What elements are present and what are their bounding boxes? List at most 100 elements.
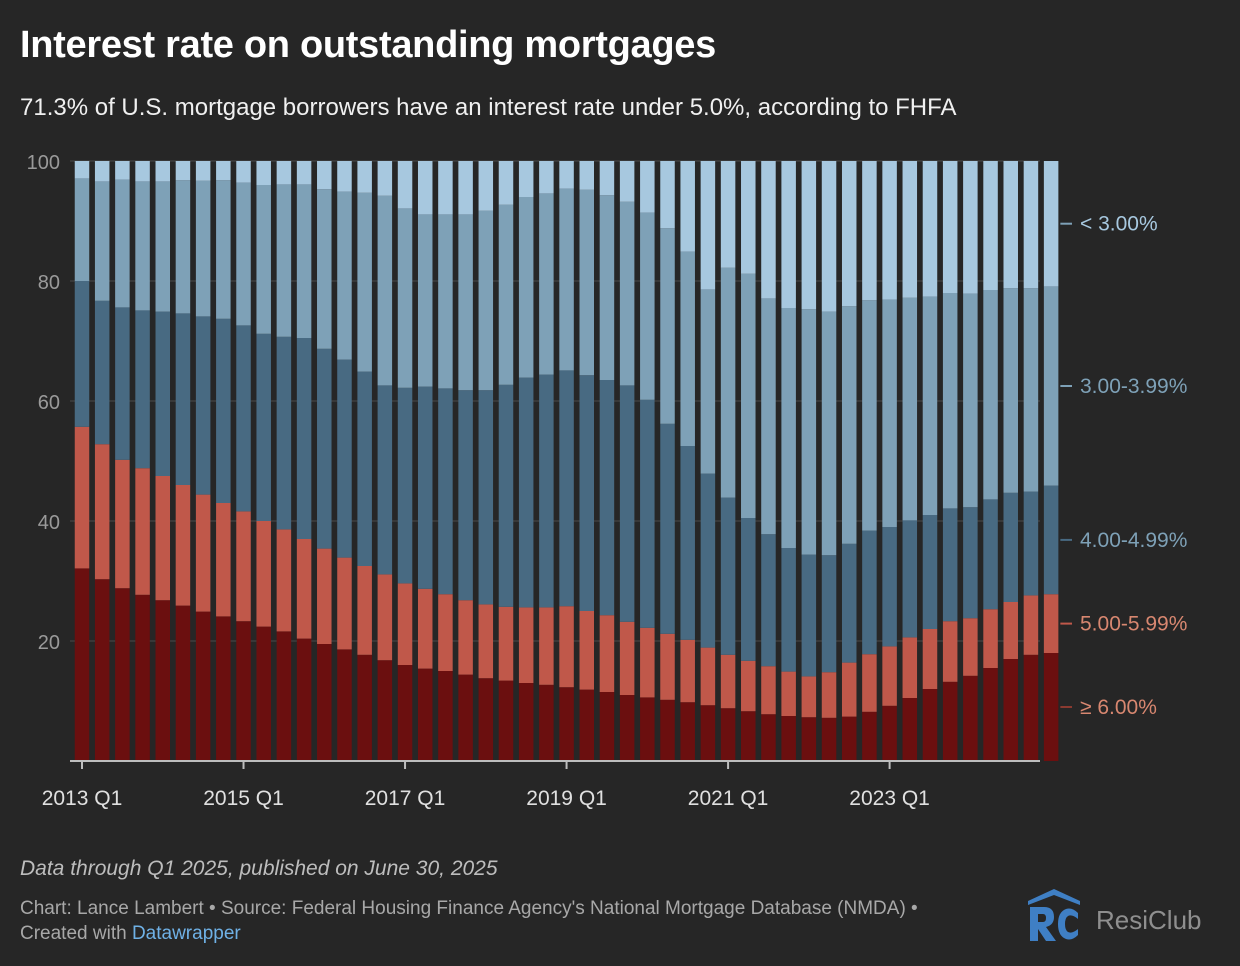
series-4: [74, 161, 1059, 312]
bar-segment: [296, 184, 312, 338]
bar-segment: [700, 161, 716, 290]
bar-segment: [619, 201, 635, 386]
bar-segment: [1003, 492, 1018, 602]
bar-segment: [801, 161, 817, 310]
bar-segment: [619, 385, 635, 622]
bar-segment: [357, 371, 372, 566]
bar-segment: [317, 189, 332, 349]
bar-segment: [74, 281, 90, 427]
bar-segment: [175, 605, 191, 761]
bar-segment: [276, 161, 292, 185]
bar-segment: [115, 588, 130, 761]
bar-segment: [539, 161, 554, 194]
bar-segment: [781, 716, 796, 761]
bar-segment: [761, 666, 776, 715]
bar-segment: [175, 180, 191, 314]
bar-segment: [660, 161, 675, 229]
bar-segment: [1043, 286, 1059, 486]
bar-segment: [963, 293, 978, 508]
legend-label: 3.00-3.99%: [1080, 375, 1187, 398]
bar-segment: [862, 711, 877, 761]
bar-segment: [115, 307, 130, 460]
bar-segment: [882, 527, 897, 647]
bar-segment: [1023, 288, 1039, 492]
bar-segment: [175, 161, 191, 181]
bar-segment: [619, 621, 635, 695]
bar-segment: [761, 161, 776, 299]
resiclub-logo-icon: [1028, 889, 1080, 941]
bar-segment: [559, 606, 574, 688]
bar-segment: [963, 161, 978, 294]
bar-segment: [579, 375, 594, 611]
bar-segment: [983, 499, 998, 610]
bar-segment: [720, 267, 736, 498]
bar-segment: [216, 180, 231, 319]
bar-segment: [256, 521, 271, 627]
bar-segment: [1043, 485, 1059, 595]
bar-segment: [478, 678, 494, 761]
bar-segment: [902, 520, 918, 638]
bar-segment: [942, 293, 958, 509]
bar-segment: [256, 161, 271, 185]
bar-segment: [781, 308, 796, 548]
chart-subtitle: 71.3% of U.S. mortgage borrowers have an…: [20, 94, 957, 121]
bar-segment: [539, 193, 554, 375]
bar-segment: [599, 195, 615, 380]
chart-title: Interest rate on outstanding mortgages: [20, 24, 716, 66]
bar-segment: [397, 387, 413, 584]
bar-segment: [397, 161, 413, 209]
bar-segment: [195, 161, 211, 181]
bar-segment: [942, 161, 958, 293]
bar-segment: [216, 161, 231, 181]
bar-segment: [377, 660, 393, 761]
bar-segment: [498, 606, 514, 681]
bar-segment: [377, 574, 393, 661]
bar-segment: [458, 161, 473, 215]
bar-segment: [841, 716, 857, 761]
series-0: [74, 568, 1059, 761]
bar-segment: [478, 210, 494, 391]
bar-segment: [1023, 161, 1039, 289]
legend-label: ≥ 6.00%: [1080, 696, 1157, 719]
bar-segment: [357, 192, 372, 372]
bar-segment: [720, 497, 736, 655]
bar-segment: [216, 616, 231, 761]
bar-segment: [256, 626, 271, 761]
bar-segment: [155, 600, 171, 761]
bar-segment: [640, 697, 655, 761]
bar-segment: [963, 618, 978, 676]
bar-segment: [276, 631, 292, 761]
bar-segment: [882, 705, 897, 761]
bar-segment: [781, 161, 796, 308]
bar-segment: [761, 714, 776, 761]
x-tick-label: 2013 Q1: [42, 787, 123, 810]
bar-segment: [720, 708, 736, 761]
bar-segment: [195, 316, 211, 495]
bar-segment: [922, 515, 938, 629]
y-tick-label: 40: [38, 512, 60, 534]
legend-label: 5.00-5.99%: [1080, 613, 1187, 636]
bar-segment: [518, 607, 534, 683]
bar-segment: [559, 161, 574, 189]
bar-segment: [640, 212, 655, 400]
source-text: Chart: Lance Lambert • Source: Federal H…: [20, 898, 918, 944]
bar-segment: [882, 161, 897, 300]
bar-segment: [498, 384, 514, 607]
bar-segment: [276, 184, 292, 337]
bar-segment: [680, 251, 695, 446]
x-tick-label: 2021 Q1: [688, 787, 769, 810]
bar-segment: [862, 161, 877, 301]
bar-segment: [821, 161, 837, 312]
bar-segment: [417, 668, 433, 761]
bar-segment: [841, 306, 857, 544]
bar-segment: [417, 161, 433, 215]
series-2: [74, 281, 1059, 677]
bar-segment: [337, 191, 352, 360]
bar-segment: [862, 530, 877, 655]
bar-segment: [983, 609, 998, 668]
bar-segment: [801, 554, 817, 677]
bar-segment: [660, 423, 675, 634]
bar-segment: [640, 627, 655, 698]
datawrapper-link[interactable]: Datawrapper: [131, 923, 241, 944]
bar-segment: [256, 333, 271, 521]
